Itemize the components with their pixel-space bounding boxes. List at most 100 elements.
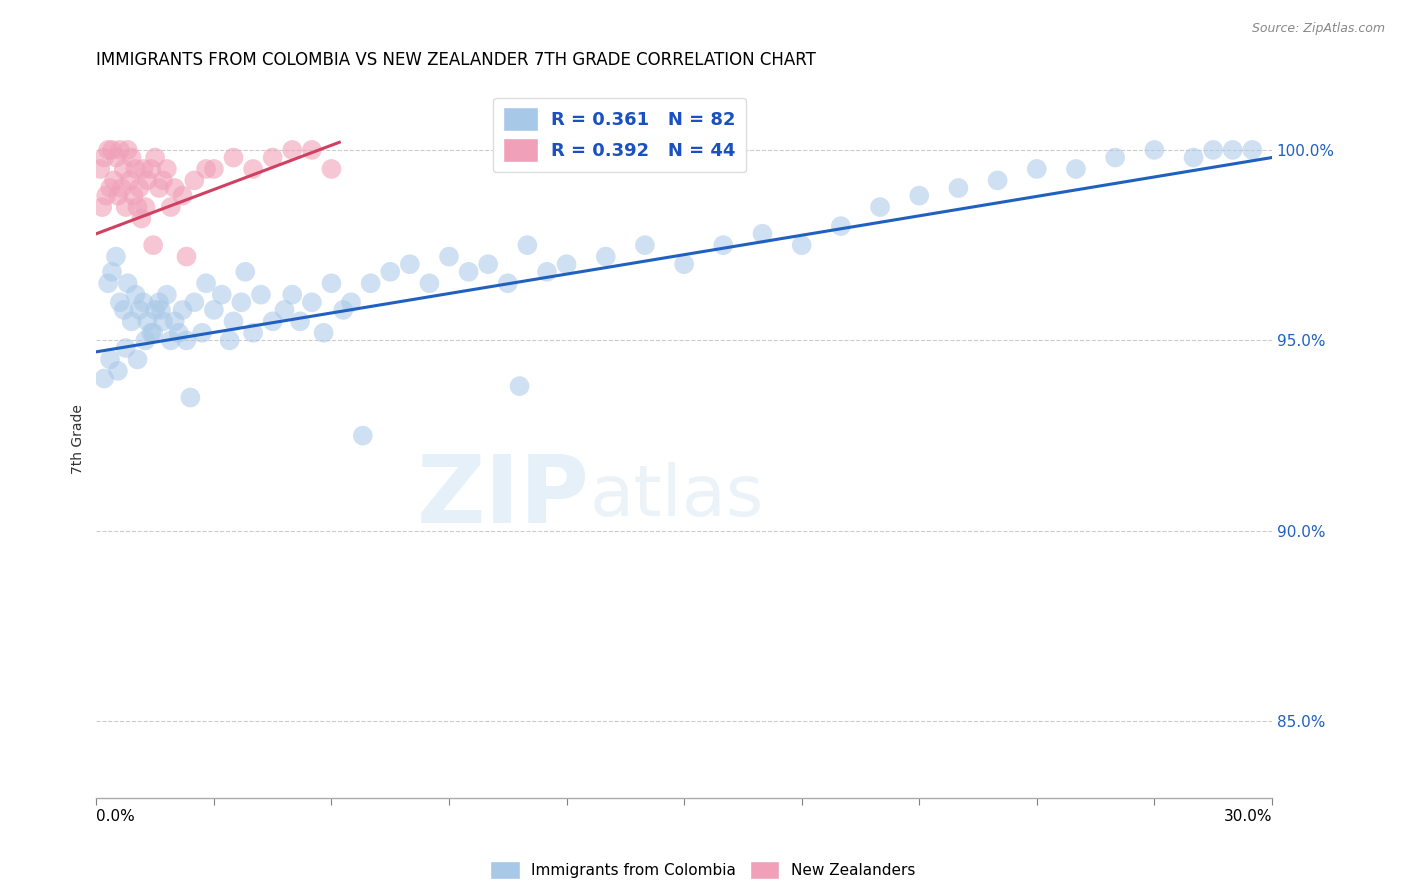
Point	[242, 161, 264, 176]
Point	[233, 265, 256, 279]
Point	[869, 200, 891, 214]
Point	[127, 352, 149, 367]
Point	[143, 151, 166, 165]
Point	[107, 364, 129, 378]
Point	[114, 341, 136, 355]
Point	[159, 200, 181, 214]
Point	[496, 277, 519, 291]
Point	[118, 173, 141, 187]
Point	[117, 277, 139, 291]
Text: ZIP: ZIP	[418, 450, 591, 542]
Point	[131, 211, 153, 226]
Legend: Immigrants from Colombia, New Zealanders: Immigrants from Colombia, New Zealanders	[485, 855, 921, 884]
Point	[117, 143, 139, 157]
Text: Source: ZipAtlas.com: Source: ZipAtlas.com	[1251, 22, 1385, 36]
Point	[1104, 151, 1126, 165]
Point	[156, 161, 179, 176]
Point	[218, 334, 240, 348]
Text: 0.0%: 0.0%	[97, 809, 135, 824]
Point	[124, 161, 146, 176]
Text: 30.0%: 30.0%	[1223, 809, 1272, 824]
Point	[97, 277, 120, 291]
Point	[312, 326, 335, 340]
Point	[128, 181, 150, 195]
Point	[1241, 143, 1264, 157]
Point	[172, 302, 194, 317]
Point	[1064, 161, 1087, 176]
Point	[142, 326, 165, 340]
Point	[142, 238, 165, 252]
Point	[132, 295, 155, 310]
Point	[148, 295, 170, 310]
Point	[152, 173, 174, 187]
Point	[159, 334, 181, 348]
Point	[172, 188, 194, 202]
Point	[262, 151, 284, 165]
Point	[273, 302, 295, 317]
Point	[111, 181, 134, 195]
Point	[89, 161, 111, 176]
Point	[183, 295, 205, 310]
Point	[398, 257, 420, 271]
Point	[176, 250, 198, 264]
Point	[1025, 161, 1047, 176]
Point	[112, 161, 135, 176]
Point	[195, 161, 218, 176]
Point	[1182, 151, 1205, 165]
Point	[987, 173, 1010, 187]
Point	[121, 151, 143, 165]
Point	[179, 391, 201, 405]
Point	[127, 200, 149, 214]
Point	[673, 257, 696, 271]
Point	[634, 238, 657, 252]
Point	[536, 265, 558, 279]
Point	[202, 161, 225, 176]
Point	[477, 257, 499, 271]
Point	[152, 314, 174, 328]
Point	[107, 188, 129, 202]
Point	[1143, 143, 1166, 157]
Point	[122, 188, 145, 202]
Point	[134, 334, 156, 348]
Point	[132, 161, 155, 176]
Point	[262, 314, 284, 328]
Point	[91, 200, 114, 214]
Point	[380, 265, 402, 279]
Point	[595, 250, 617, 264]
Point	[94, 188, 117, 202]
Point	[711, 238, 734, 252]
Point	[114, 200, 136, 214]
Point	[360, 277, 382, 291]
Point	[1222, 143, 1244, 157]
Point	[231, 295, 253, 310]
Point	[340, 295, 363, 310]
Point	[136, 173, 159, 187]
Point	[191, 326, 214, 340]
Point	[104, 151, 127, 165]
Point	[332, 302, 354, 317]
Point	[93, 151, 115, 165]
Point	[101, 265, 124, 279]
Point	[948, 181, 970, 195]
Point	[98, 181, 121, 195]
Point	[163, 314, 186, 328]
Point	[124, 287, 146, 301]
Point	[222, 151, 245, 165]
Point	[134, 200, 156, 214]
Point	[93, 371, 115, 385]
Point	[222, 314, 245, 328]
Point	[101, 143, 124, 157]
Point	[112, 302, 135, 317]
Point	[98, 352, 121, 367]
Point	[281, 287, 304, 301]
Text: atlas: atlas	[591, 462, 765, 532]
Point	[150, 302, 173, 317]
Legend: R = 0.361   N = 82, R = 0.392   N = 44: R = 0.361 N = 82, R = 0.392 N = 44	[494, 97, 747, 172]
Point	[418, 277, 440, 291]
Point	[790, 238, 813, 252]
Point	[301, 295, 323, 310]
Point	[281, 143, 304, 157]
Point	[128, 302, 150, 317]
Point	[156, 287, 179, 301]
Point	[141, 326, 163, 340]
